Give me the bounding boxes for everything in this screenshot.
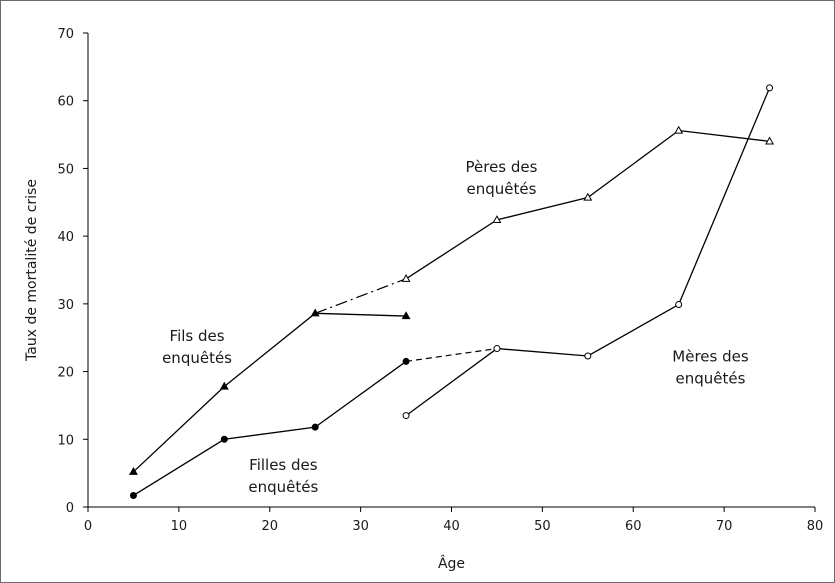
data-point-2: [492, 215, 502, 223]
data-point-2: [583, 192, 593, 201]
data-point-1: [220, 435, 228, 443]
data-point-0: [219, 381, 229, 390]
axes: 0 10 20 30 40 50 60 70 80 0 10 20 30 40 50 60 70: [57, 27, 823, 534]
annotation-line: enquêtés: [162, 349, 232, 367]
annotation-label-1: Fils des enquêtés: [162, 327, 232, 367]
y-tick-label: 60: [57, 95, 74, 110]
data-point-2: [401, 273, 411, 282]
x-tick-label: 50: [534, 519, 551, 534]
annotation-label-3: Filles des enquêtés: [248, 456, 318, 496]
annotation-line: enquêtés: [676, 369, 746, 387]
annotation-line: Filles des: [249, 456, 318, 474]
data-point-3: [493, 345, 501, 353]
connectors: [314, 278, 498, 363]
x-tick-label: 20: [261, 519, 278, 534]
annotation-line: Fils des: [170, 327, 225, 345]
y-tick-label: 20: [57, 366, 74, 381]
connector-dashed: [405, 347, 498, 363]
annotation-line: enquêtés: [467, 180, 537, 198]
series-line-1: [133, 360, 407, 497]
data-point-3: [584, 352, 592, 360]
x-tick-label: 40: [443, 519, 460, 534]
series-line-2: [405, 129, 770, 280]
y-tick-label: 30: [57, 298, 74, 313]
x-tick-label: 0: [84, 519, 92, 534]
data-point-3: [402, 412, 410, 420]
y-tick-label: 70: [57, 27, 74, 42]
data-point-1: [129, 491, 137, 499]
annotation-line: Mères des: [672, 347, 749, 365]
data-point-3: [675, 301, 683, 309]
x-tick-label: 70: [716, 519, 733, 534]
annotation-label-2: Mères des enquêtés: [672, 347, 749, 387]
x-tick-label: 60: [625, 519, 642, 534]
annotation-line: Pères des: [466, 158, 538, 176]
x-tick-label: 30: [352, 519, 369, 534]
x-tick-label: 10: [171, 519, 188, 534]
data-point-0: [310, 308, 320, 317]
data-point-0: [401, 311, 411, 320]
annotation-line: enquêtés: [248, 478, 318, 496]
data-point-2: [674, 125, 684, 134]
data-point-0: [128, 466, 138, 475]
annotation-label-0: Pères des enquêtés: [466, 158, 538, 198]
y-tick-label: 40: [57, 230, 74, 245]
y-tick-label: 50: [57, 162, 74, 177]
series-line-0: [132, 312, 407, 473]
data-point-1: [311, 423, 319, 431]
series-lines: [132, 87, 771, 497]
series-line-3: [405, 87, 771, 417]
y-tick-label: 10: [57, 433, 74, 448]
data-point-2: [765, 136, 775, 145]
y-axis-title: Taux de mortalité de crise: [24, 179, 40, 362]
x-tick-label: 80: [807, 519, 824, 534]
connector-dash-dot: [314, 278, 407, 314]
data-point-1: [402, 357, 410, 365]
series-markers: [128, 84, 775, 499]
data-point-3: [766, 84, 774, 92]
x-axis-title: Âge: [438, 554, 465, 572]
y-tick-label: 0: [66, 501, 74, 516]
